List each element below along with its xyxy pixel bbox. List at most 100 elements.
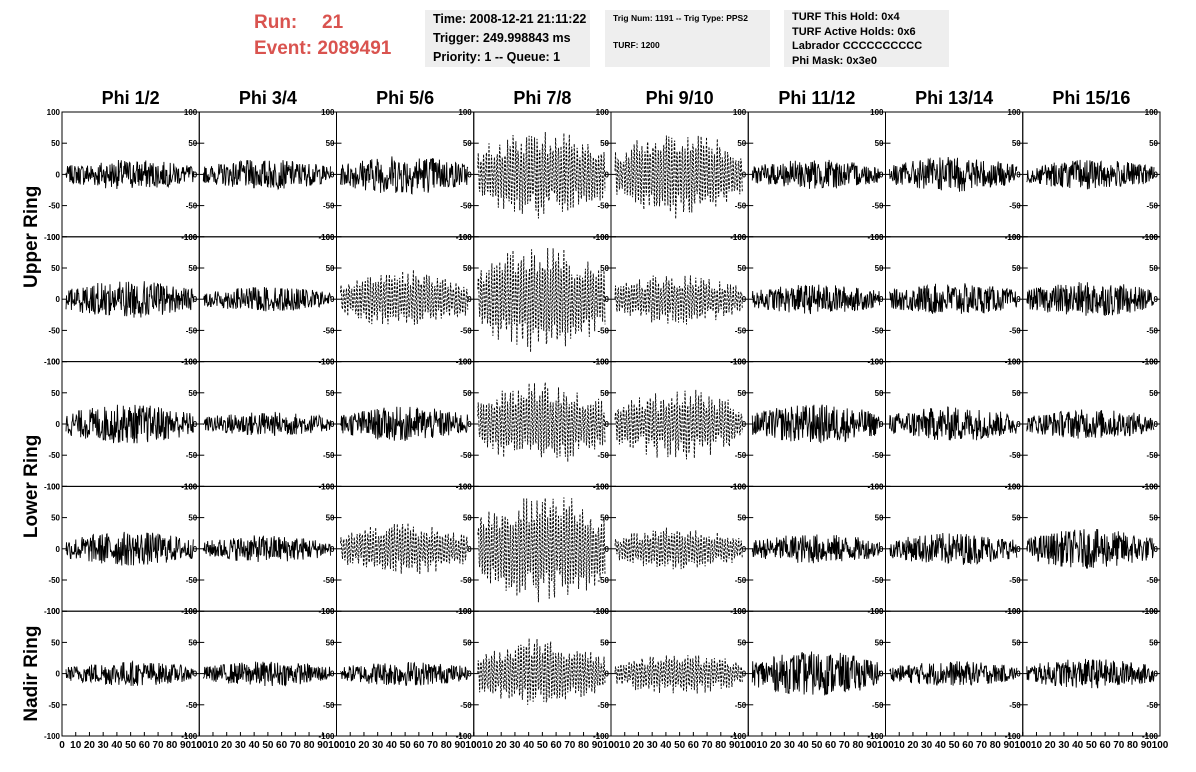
y-tick-label: 0	[193, 670, 198, 679]
x-tick-label: 20	[496, 740, 508, 751]
column-title: Phi 9/10	[646, 88, 714, 108]
y-tick-label: 50	[737, 264, 746, 273]
y-tick-label: -100	[318, 482, 335, 491]
x-tick-label: 40	[1072, 740, 1084, 751]
y-tick-label: 100	[1007, 358, 1021, 367]
y-tick-label: 0	[56, 670, 61, 679]
y-tick-label: -100	[181, 732, 198, 741]
panel-frame	[610, 111, 749, 238]
y-tick-label: 0	[467, 420, 472, 429]
waveform-trace	[202, 411, 331, 436]
waveform-trace	[1026, 159, 1155, 190]
x-tick-label: 60	[139, 740, 151, 751]
x-tick-label: 50	[1086, 740, 1098, 751]
x-tick-label: 50	[262, 740, 274, 751]
y-tick-label: 100	[1145, 482, 1159, 491]
y-tick-label: -100	[1005, 482, 1022, 491]
x-tick-label: 60	[276, 740, 288, 751]
waveform-trace	[614, 275, 743, 325]
y-tick-label: 50	[463, 139, 472, 148]
x-tick-label: 100	[191, 740, 208, 751]
x-tick-label: 70	[1113, 740, 1125, 751]
y-tick-label: 0	[330, 670, 335, 679]
y-tick-label: 0	[742, 170, 747, 179]
x-tick-label: 70	[564, 740, 576, 751]
waveform-trace	[1026, 528, 1155, 569]
x-tick-label: 90	[866, 740, 878, 751]
y-tick-label: -50	[323, 576, 335, 585]
column-title: Phi 7/8	[513, 88, 571, 108]
y-tick-label: -50	[1009, 451, 1021, 460]
y-tick-label: 100	[1145, 607, 1159, 616]
y-tick-label: 50	[875, 389, 884, 398]
waveform-trace	[614, 527, 743, 570]
x-tick-label: 60	[825, 740, 837, 751]
x-tick-label: 20	[770, 740, 782, 751]
waveform-panel: 100 50 0 -50 -100	[747, 607, 886, 741]
waveform-panel: 100 50 0 -50 -100	[885, 482, 1024, 616]
y-tick-label: 0	[605, 670, 610, 679]
y-tick-label: 50	[875, 514, 884, 523]
y-tick-label: 100	[596, 358, 610, 367]
time-text: Time: 2008-12-21 21:11:22	[433, 12, 587, 26]
y-tick-label: -100	[44, 233, 61, 242]
waveform-trace	[1026, 409, 1155, 439]
waveform-trace	[477, 638, 606, 705]
y-tick-label: 0	[193, 170, 198, 179]
waveform-trace	[614, 135, 743, 219]
y-tick-label: 50	[1012, 638, 1021, 647]
y-tick-label: 100	[47, 358, 61, 367]
y-tick-label: -100	[1142, 732, 1159, 741]
ring-label: Upper Ring	[21, 186, 42, 288]
y-tick-label: -50	[597, 701, 609, 710]
x-tick-label: 40	[111, 740, 123, 751]
waveform-trace	[202, 661, 331, 687]
y-tick-label: 0	[605, 545, 610, 554]
waveform-trace	[889, 406, 1018, 441]
y-tick-label: 50	[1012, 139, 1021, 148]
y-tick-label: -100	[593, 358, 610, 367]
run-event-block: Run: 21 Event: 2089491	[254, 10, 391, 62]
waveform-trace	[751, 404, 880, 444]
x-tick-label: 20	[358, 740, 370, 751]
y-tick-label: -100	[593, 732, 610, 741]
x-tick-label: 50	[537, 740, 549, 751]
y-tick-label: -50	[735, 451, 747, 460]
y-tick-label: 0	[330, 170, 335, 179]
waveform-trace	[751, 159, 880, 189]
y-tick-label: -50	[1009, 576, 1021, 585]
waveform-panel: 100 50 0 -50 -100	[198, 233, 337, 367]
y-tick-label: -50	[872, 576, 884, 585]
y-tick-label: 50	[1012, 264, 1021, 273]
y-tick-label: -50	[460, 202, 472, 211]
y-tick-label: 0	[193, 545, 198, 554]
waveform-trace	[1026, 282, 1155, 317]
waveform-panel: 100 50 0 -50 -100	[473, 358, 612, 491]
x-tick-label: 90	[1141, 740, 1153, 751]
x-tick-label: 40	[798, 740, 810, 751]
y-tick-label: -50	[597, 576, 609, 585]
y-tick-label: 50	[188, 264, 197, 273]
y-tick-label: -50	[735, 576, 747, 585]
x-tick-label: 10	[345, 740, 357, 751]
y-tick-label: 50	[51, 264, 60, 273]
waveform-panel: 100 50 0 -50 -100	[1022, 358, 1161, 491]
y-tick-label: -50	[597, 451, 609, 460]
x-tick-label: 100	[740, 740, 757, 751]
y-tick-label: -100	[44, 482, 61, 491]
y-tick-label: 0	[330, 295, 335, 304]
y-tick-label: -50	[186, 326, 198, 335]
trig-num-text: Trig Num: 1191 -- Trig Type: PPS2	[613, 13, 748, 23]
x-tick-label: 60	[962, 740, 974, 751]
x-tick-label: 40	[660, 740, 672, 751]
y-tick-label: -100	[593, 482, 610, 491]
y-tick-label: 50	[737, 139, 746, 148]
y-tick-label: -100	[181, 482, 198, 491]
y-tick-label: 100	[1145, 108, 1159, 117]
y-tick-label: 50	[600, 139, 609, 148]
y-tick-label: 0	[193, 295, 198, 304]
ring-label: Lower Ring	[21, 435, 42, 538]
y-tick-label: -50	[872, 701, 884, 710]
y-tick-label: -50	[735, 202, 747, 211]
waveform-trace	[751, 284, 880, 315]
